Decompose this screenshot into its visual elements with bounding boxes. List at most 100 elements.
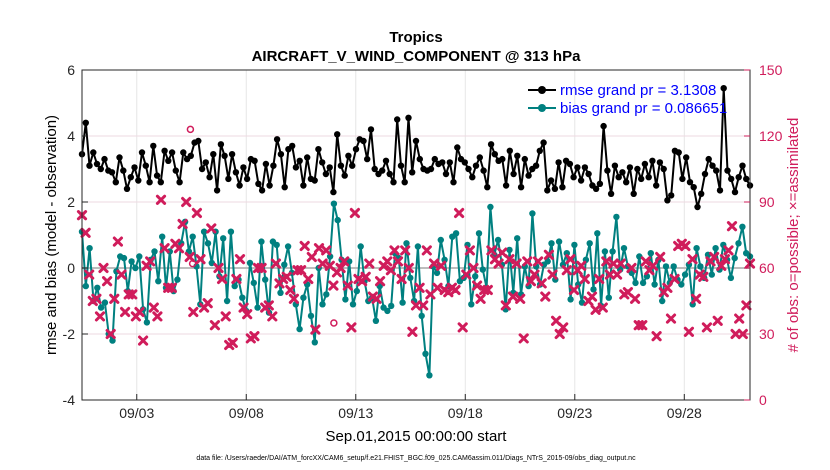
rmse-point <box>656 159 664 166</box>
assimilated-marker <box>454 207 465 219</box>
assimilated-marker <box>396 273 407 285</box>
rmse-point <box>664 197 671 204</box>
x-tick-label: 09/13 <box>338 405 373 421</box>
rmse-point <box>150 142 157 150</box>
assimilated-marker <box>726 221 738 232</box>
rmse-point <box>450 179 457 186</box>
bias-point <box>189 233 196 240</box>
rmse-point <box>634 165 641 173</box>
rmse-point <box>195 137 202 145</box>
bias-point <box>422 350 429 357</box>
rmse-point <box>202 159 209 166</box>
bias-point <box>284 243 292 250</box>
assimilated-marker <box>522 256 533 267</box>
assimilated-marker <box>84 269 95 280</box>
bias-point <box>372 317 380 324</box>
rmse-point <box>289 142 296 150</box>
bias-point <box>330 200 338 207</box>
bias-point <box>296 325 303 333</box>
assimilated-marker <box>709 251 720 263</box>
assimilated-marker <box>626 262 637 274</box>
assimilated-marker <box>518 333 529 344</box>
assimilated-marker <box>647 260 659 271</box>
assimilated-marker <box>375 276 386 287</box>
rmse-point <box>679 175 686 183</box>
chart-title: Tropics <box>389 29 442 46</box>
rmse-point <box>427 165 435 173</box>
bias-point <box>468 301 475 308</box>
rmse-point <box>217 141 225 148</box>
assimilated-marker <box>475 293 486 304</box>
rmse-point <box>345 152 352 159</box>
rmse-point <box>382 157 390 164</box>
assimilated-marker <box>637 320 648 331</box>
rmse-point <box>277 151 285 158</box>
rmse-point <box>521 155 528 163</box>
assimilated-marker <box>91 293 102 304</box>
assimilated-marker <box>112 236 123 247</box>
bias-point <box>254 304 261 311</box>
bias-point <box>479 266 486 273</box>
assimilated-marker <box>579 273 590 285</box>
x-axis-label: Sep.01,2015 00:00:00 start <box>326 428 508 445</box>
rmse-point <box>281 184 288 191</box>
rmse-point <box>236 182 243 189</box>
bias-point <box>258 238 265 245</box>
bias-point <box>544 258 551 265</box>
assimilated-marker <box>166 282 177 293</box>
bias-point <box>136 253 143 260</box>
assimilated-marker <box>303 273 314 285</box>
assimilated-marker <box>263 300 274 311</box>
assimilated-marker <box>288 293 299 304</box>
bias-point <box>727 274 735 282</box>
rmse-point <box>135 177 142 184</box>
bias-point <box>281 261 288 268</box>
assimilated-marker <box>105 328 116 340</box>
assimilated-marker <box>346 322 357 333</box>
rmse-point <box>273 136 281 143</box>
rmse-point <box>439 159 446 166</box>
bias-point <box>357 243 364 250</box>
rmse-point <box>142 162 149 169</box>
x-tick-label: 09/23 <box>557 405 592 421</box>
assimilated-marker <box>206 223 217 234</box>
bias-point <box>155 278 162 285</box>
rmse-point <box>168 149 176 156</box>
rmse-point <box>525 172 532 179</box>
assimilated-marker <box>529 269 540 280</box>
rmse-point <box>146 179 153 186</box>
assimilated-marker <box>504 254 515 265</box>
bias-point <box>159 233 166 240</box>
assimilated-marker <box>382 256 393 267</box>
assimilated-marker <box>184 251 195 263</box>
assimilated-marker <box>730 328 741 340</box>
rmse-point <box>454 144 461 151</box>
rmse-point <box>379 167 386 174</box>
assimilated-marker <box>568 284 580 296</box>
assimilated-marker <box>414 282 425 293</box>
rmse-point <box>442 170 450 178</box>
rmse-point <box>172 167 179 174</box>
bias-point <box>712 245 719 252</box>
bias-point <box>353 287 360 295</box>
assimilated-marker <box>109 293 120 304</box>
assimilated-marker <box>691 293 702 304</box>
assimilated-marker <box>543 249 554 260</box>
rmse-point <box>536 147 543 154</box>
assimilated-marker <box>296 265 307 276</box>
rmse-point <box>611 162 619 169</box>
rmse-point <box>161 147 168 154</box>
bias-point <box>128 258 135 265</box>
assimilated-marker <box>317 258 328 269</box>
rmse-point <box>532 162 540 169</box>
rmse-point <box>255 180 262 187</box>
bias-point <box>681 271 689 278</box>
assimilated-marker <box>306 251 317 263</box>
bias-point <box>506 246 513 254</box>
legend-rmse-marker <box>538 86 546 94</box>
rmse-point <box>394 116 401 123</box>
bias-point <box>223 297 231 305</box>
bias-point <box>151 248 158 255</box>
rmse-point <box>731 188 739 196</box>
assimilated-marker <box>511 258 522 269</box>
